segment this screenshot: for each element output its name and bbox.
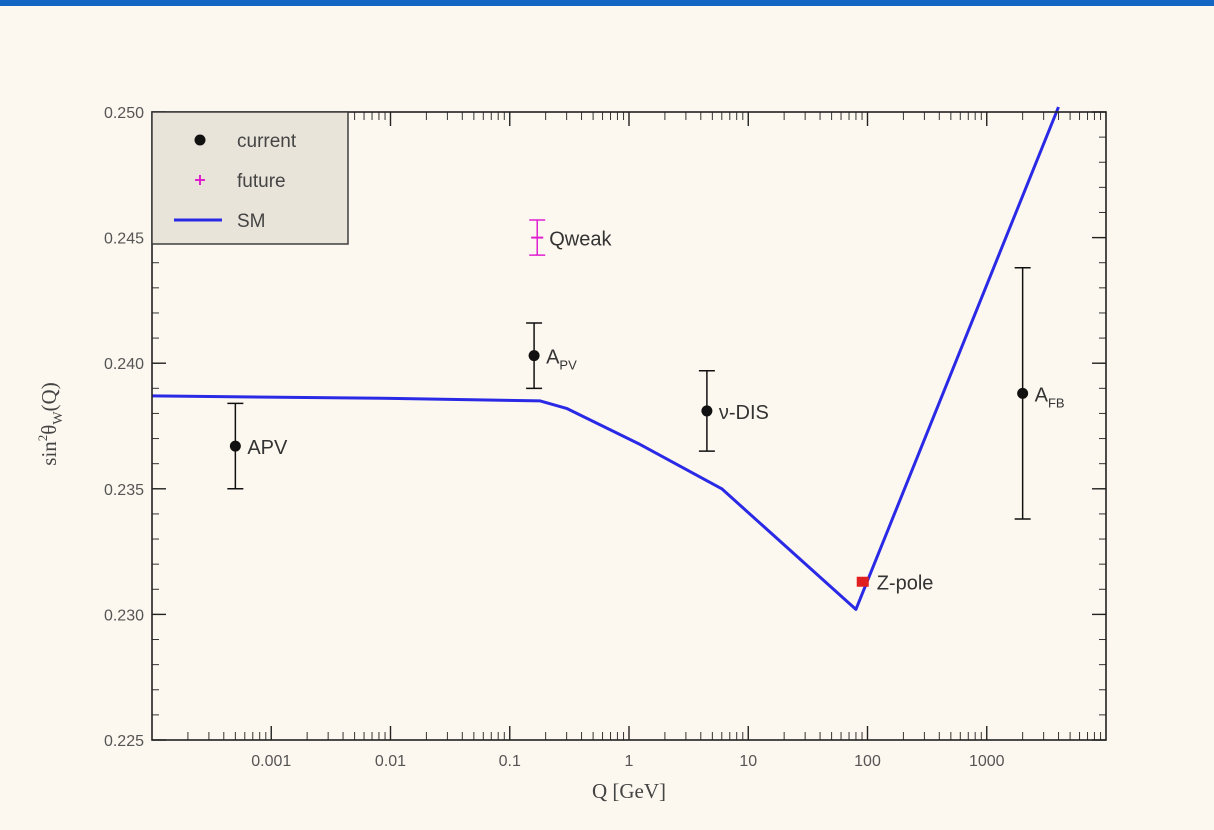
x-tick-label: 1 bbox=[625, 753, 634, 770]
sm-curve bbox=[151, 106, 1060, 611]
current-marker bbox=[229, 440, 241, 452]
y-tick-label: 0.225 bbox=[104, 733, 144, 750]
x-tick-label: 0.001 bbox=[251, 753, 291, 770]
point-label: Qweak bbox=[549, 229, 612, 251]
point-label: ν-DIS bbox=[719, 402, 769, 424]
y-tick-label: 0.235 bbox=[104, 482, 144, 499]
x-tick-label: 0.01 bbox=[375, 753, 406, 770]
legend-label: future bbox=[237, 171, 286, 192]
plot-frame bbox=[151, 111, 1107, 741]
sm-line bbox=[151, 106, 1060, 611]
y-axis-label-text: sin2θW(Q) bbox=[35, 382, 66, 465]
point-label: APV bbox=[247, 437, 288, 459]
current-marker bbox=[528, 350, 540, 362]
top-accent-bar bbox=[0, 0, 1214, 6]
data-points: APV APV ν-DIS AFB Qweak Z-pole bbox=[227, 219, 1065, 595]
legend: current future SM bbox=[151, 111, 349, 245]
legend-marker-current bbox=[194, 134, 206, 146]
y-tick-label: 0.240 bbox=[104, 356, 144, 373]
x-tick-label: 0.1 bbox=[499, 753, 521, 770]
x-tick-label: 1000 bbox=[969, 753, 1005, 770]
point-label: Z-pole bbox=[877, 573, 934, 595]
legend-label: SM bbox=[237, 211, 266, 232]
y-axis-ticks: 0.225 0.230 0.235 0.240 0.245 0.250 bbox=[104, 105, 1106, 750]
x-axis-label: Q [GeV] bbox=[592, 779, 666, 803]
x-axis-ticks: 0.001 0.01 0.1 1 10 100 1000 bbox=[251, 112, 1005, 770]
y-tick-label: 0.250 bbox=[104, 105, 144, 122]
zpole-marker bbox=[856, 576, 869, 587]
x-tick-label: 10 bbox=[739, 753, 757, 770]
point-label: APV bbox=[546, 347, 577, 373]
y-tick-label: 0.245 bbox=[104, 231, 144, 248]
x-tick-label: 100 bbox=[854, 753, 881, 770]
point-label: AFB bbox=[1035, 384, 1065, 410]
legend-label: current bbox=[237, 131, 297, 152]
current-marker bbox=[1017, 387, 1029, 399]
current-marker bbox=[701, 405, 713, 417]
y-axis-label: sin2θW(Q) bbox=[35, 382, 66, 465]
y-tick-label: 0.230 bbox=[104, 607, 144, 624]
legend-box bbox=[151, 111, 349, 245]
